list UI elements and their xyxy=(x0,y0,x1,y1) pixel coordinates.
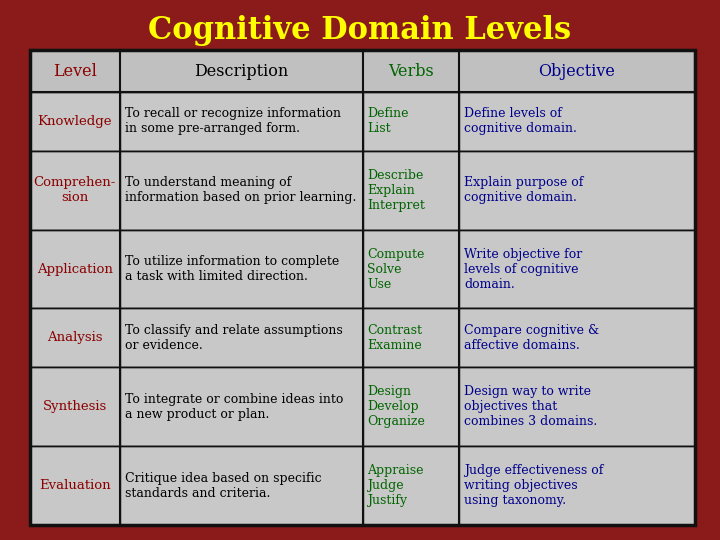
Bar xyxy=(120,151,362,230)
Bar xyxy=(362,92,459,151)
Bar xyxy=(459,367,695,446)
Bar xyxy=(459,230,695,308)
Text: Analysis: Analysis xyxy=(47,331,103,345)
Text: Application: Application xyxy=(37,262,113,275)
Bar xyxy=(120,230,362,308)
Text: Level: Level xyxy=(53,63,96,79)
Bar xyxy=(362,367,459,446)
Bar xyxy=(459,446,695,525)
Text: Explain purpose of
cognitive domain.: Explain purpose of cognitive domain. xyxy=(464,176,583,204)
Text: Judge effectiveness of
writing objectives
using taxonomy.: Judge effectiveness of writing objective… xyxy=(464,464,603,507)
Bar xyxy=(30,50,695,92)
Bar xyxy=(120,92,362,151)
Bar xyxy=(459,92,695,151)
Text: Cognitive Domain Levels: Cognitive Domain Levels xyxy=(148,15,572,45)
Text: Description: Description xyxy=(194,63,288,79)
Bar xyxy=(30,92,120,151)
Text: To classify and relate assumptions
or evidence.: To classify and relate assumptions or ev… xyxy=(125,324,343,352)
Text: Evaluation: Evaluation xyxy=(39,479,111,492)
Bar xyxy=(459,151,695,230)
Bar xyxy=(120,446,362,525)
Bar xyxy=(30,308,120,367)
Text: Objective: Objective xyxy=(539,63,616,79)
Text: Describe
Explain
Interpret: Describe Explain Interpret xyxy=(367,168,426,212)
Bar xyxy=(362,308,459,367)
Bar xyxy=(120,367,362,446)
Text: Write objective for
levels of cognitive
domain.: Write objective for levels of cognitive … xyxy=(464,247,582,291)
Text: Design way to write
objectives that
combines 3 domains.: Design way to write objectives that comb… xyxy=(464,385,597,428)
Text: Synthesis: Synthesis xyxy=(42,400,107,413)
Bar xyxy=(362,446,459,525)
Text: Define
List: Define List xyxy=(367,107,409,135)
Text: Verbs: Verbs xyxy=(388,63,433,79)
Bar xyxy=(30,151,120,230)
Text: To integrate or combine ideas into
a new product or plan.: To integrate or combine ideas into a new… xyxy=(125,393,343,421)
Text: Design
Develop
Organize: Design Develop Organize xyxy=(367,385,426,428)
Bar xyxy=(459,308,695,367)
Bar xyxy=(30,230,120,308)
Text: Contrast
Examine: Contrast Examine xyxy=(367,324,423,352)
Text: To recall or recognize information
in some pre-arranged form.: To recall or recognize information in so… xyxy=(125,107,341,135)
Bar xyxy=(30,50,695,525)
Bar xyxy=(30,446,120,525)
Text: Appraise
Judge
Justify: Appraise Judge Justify xyxy=(367,464,424,507)
Bar xyxy=(362,230,459,308)
Text: Compare cognitive &
affective domains.: Compare cognitive & affective domains. xyxy=(464,324,599,352)
Text: Knowledge: Knowledge xyxy=(37,115,112,128)
Text: To understand meaning of
information based on prior learning.: To understand meaning of information bas… xyxy=(125,176,356,204)
Text: Comprehen-
sion: Comprehen- sion xyxy=(34,176,116,204)
Bar xyxy=(30,367,120,446)
Bar xyxy=(362,151,459,230)
Bar xyxy=(120,308,362,367)
Text: To utilize information to complete
a task with limited direction.: To utilize information to complete a tas… xyxy=(125,255,339,283)
Text: Define levels of
cognitive domain.: Define levels of cognitive domain. xyxy=(464,107,577,135)
Text: Critique idea based on specific
standards and criteria.: Critique idea based on specific standard… xyxy=(125,471,321,500)
Text: Compute
Solve
Use: Compute Solve Use xyxy=(367,247,425,291)
